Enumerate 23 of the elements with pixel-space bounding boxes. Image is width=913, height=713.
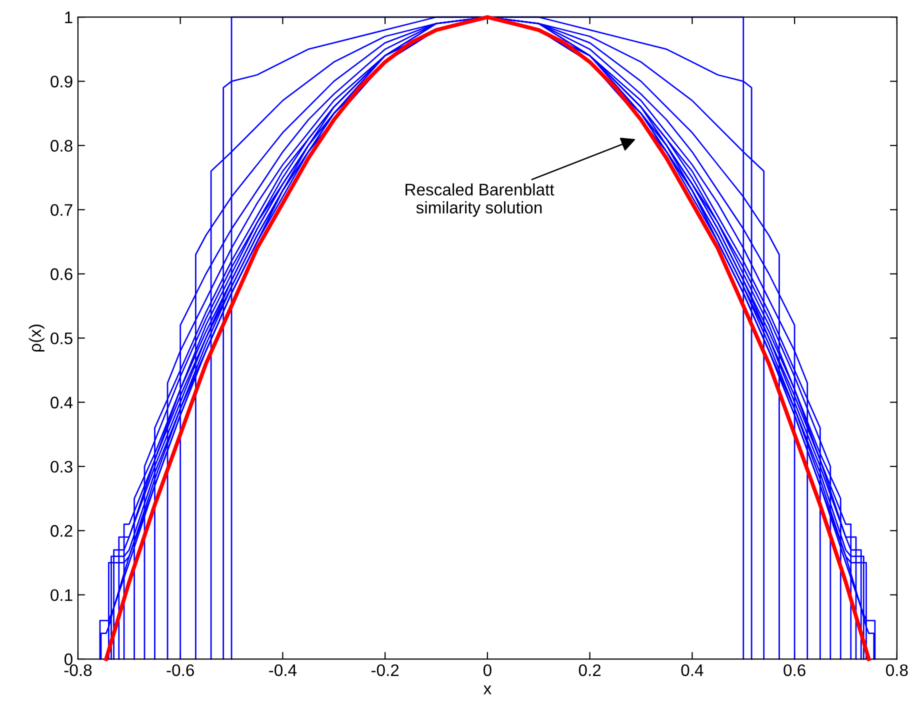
x-tick-label: 0.8 <box>886 664 908 676</box>
y-tick-label: 0 <box>64 653 72 666</box>
x-tick-label: 0.4 <box>681 664 704 676</box>
x-tick-label: -0.4 <box>269 664 297 676</box>
y-tick-label: 0.9 <box>50 76 72 88</box>
x-tick-label: -0.8 <box>64 664 92 676</box>
y-tick-label: 0.7 <box>50 204 72 216</box>
y-tick-label: 0.5 <box>50 332 72 344</box>
annotation: Rescaled Barenblatt similarity solution <box>406 183 554 217</box>
x-tick-label: 0.6 <box>784 664 806 676</box>
x-tick-label: -0.6 <box>166 664 194 676</box>
x-axis-title: x <box>483 685 492 694</box>
y-tick-label: 0.6 <box>50 268 72 280</box>
y-tick-label: 0.8 <box>50 140 72 152</box>
y-tick-label: 0.2 <box>50 525 72 537</box>
x-tick-label: 0.2 <box>578 664 601 676</box>
x-tick-label: 0 <box>483 664 492 676</box>
y-tick-label: 0.4 <box>50 396 73 408</box>
y-tick-label: 0.3 <box>50 460 72 473</box>
y-axis-title: ρ(x) <box>28 324 44 352</box>
y-tick-label: 1 <box>65 12 72 24</box>
y-tick-label: 0.1 <box>50 589 72 602</box>
x-tick-label: -0.2 <box>371 664 399 676</box>
